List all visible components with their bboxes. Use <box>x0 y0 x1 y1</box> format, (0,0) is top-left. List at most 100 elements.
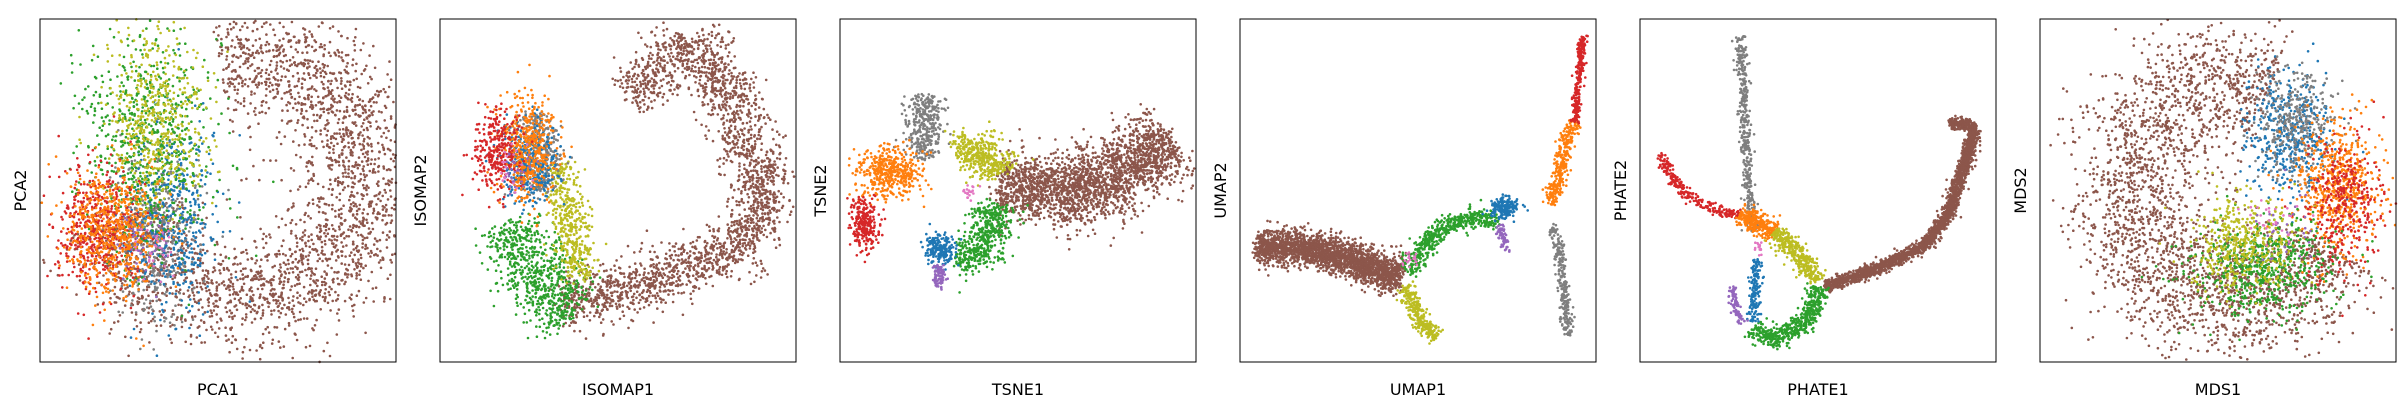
scatter-point <box>133 159 137 162</box>
scatter-point <box>109 210 113 213</box>
scatter-point <box>279 346 282 349</box>
scatter-point <box>83 182 86 186</box>
scatter-point <box>172 269 176 272</box>
scatter-point <box>297 318 300 322</box>
scatter-point <box>284 313 288 316</box>
scatter-point <box>247 126 250 130</box>
scatter-point <box>100 74 104 78</box>
scatter-point <box>314 289 318 292</box>
scatter-point <box>168 143 171 147</box>
scatter-point <box>262 22 266 25</box>
scatter-point <box>286 306 289 309</box>
scatter-point <box>292 140 295 143</box>
scatter-point <box>381 205 385 208</box>
scatter-point <box>178 183 182 186</box>
scatter-point <box>194 56 198 60</box>
scatter-point <box>93 237 96 241</box>
scatter-point <box>148 131 151 134</box>
scatter-point <box>184 227 187 230</box>
scatter-point <box>368 232 372 235</box>
scatter-point <box>73 186 77 190</box>
scatter-point <box>212 30 216 34</box>
scatter-point <box>346 276 349 279</box>
scatter-point <box>137 143 140 146</box>
scatter-point <box>189 137 193 140</box>
scatter-point <box>325 108 329 112</box>
scatter-point <box>228 118 232 122</box>
scatter-point <box>383 296 386 299</box>
scatter-point <box>343 219 347 223</box>
scatter-point <box>291 106 295 110</box>
scatter-point <box>155 78 159 82</box>
scatter-point <box>183 69 186 73</box>
scatter-point <box>265 235 268 238</box>
scatter-point <box>148 302 152 305</box>
scatter-point <box>291 56 295 59</box>
scatter-point <box>305 317 309 320</box>
scatter-point <box>161 117 164 120</box>
scatter-point <box>298 248 302 252</box>
scatter-point <box>218 178 221 182</box>
scatter-point <box>279 274 283 278</box>
scatter-point <box>237 82 241 85</box>
scatter-point <box>266 301 270 304</box>
scatter-point <box>109 86 112 90</box>
scatter-point <box>337 160 340 164</box>
scatter-point <box>96 303 100 306</box>
scatter-point <box>240 178 243 182</box>
scatter-point <box>233 247 236 251</box>
scatter-point <box>200 185 204 188</box>
scatter-point <box>147 151 150 155</box>
scatter-point <box>69 168 72 171</box>
scatter-point <box>169 227 172 230</box>
scatter-point <box>257 81 261 84</box>
scatter-point <box>366 221 369 224</box>
scatter-point <box>204 286 208 290</box>
scatter-point <box>362 144 366 148</box>
scatter-point <box>384 191 388 194</box>
scatter-point <box>336 176 340 179</box>
scatter-point <box>137 140 141 143</box>
scatter-point <box>218 170 221 173</box>
scatter-point <box>280 217 284 221</box>
scatter-point <box>358 103 362 106</box>
scatter-point <box>226 82 230 85</box>
scatter-point <box>283 303 286 307</box>
scatter-point <box>302 285 306 289</box>
scatter-point <box>340 79 343 83</box>
scatter-point <box>298 95 301 99</box>
scatter-point <box>340 254 344 258</box>
scatter-point <box>181 102 185 105</box>
scatter-point <box>325 133 329 137</box>
scatter-point <box>312 113 316 117</box>
scatter-point <box>126 44 130 47</box>
scatter-point <box>119 39 123 42</box>
scatter-point <box>133 171 137 175</box>
scatter-point <box>122 98 126 102</box>
scatter-point <box>297 77 301 81</box>
scatter-point <box>252 56 256 59</box>
scatter-point <box>377 180 380 183</box>
scatter-point <box>276 90 280 93</box>
scatter-point <box>162 81 166 84</box>
scatter-point <box>199 231 202 234</box>
scatter-point <box>303 297 306 300</box>
scatter-point <box>375 89 379 93</box>
scatter-point <box>175 289 178 293</box>
scatter-point <box>139 171 142 175</box>
scatter-point <box>286 280 290 284</box>
scatter-point <box>374 286 378 290</box>
scatter-point <box>143 174 147 178</box>
scatter-point <box>326 119 329 122</box>
scatter-point <box>179 113 182 117</box>
scatter-point <box>327 89 331 92</box>
scatter-point <box>334 160 338 164</box>
scatter-point <box>254 75 258 79</box>
scatter-point <box>344 171 347 174</box>
scatter-point <box>386 182 390 185</box>
scatter-point <box>209 117 213 120</box>
scatter-point <box>301 63 304 66</box>
scatter-point <box>177 168 180 172</box>
scatter-point <box>220 282 224 285</box>
scatter-point <box>164 120 167 124</box>
